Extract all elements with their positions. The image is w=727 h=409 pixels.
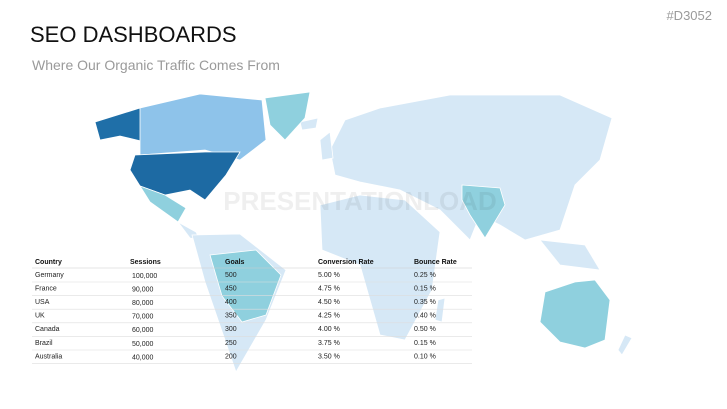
watermark: PRESENTATIONLOAD xyxy=(223,186,496,216)
column-header: Conversion Rate xyxy=(318,259,374,266)
cell: 250 xyxy=(225,340,237,347)
africa xyxy=(319,194,441,341)
cell: 4.25 % xyxy=(318,313,340,320)
cell: 0.40 % xyxy=(414,313,436,320)
greenland xyxy=(264,91,311,141)
cell: 80,000 xyxy=(132,300,154,307)
cell: USA xyxy=(35,299,50,306)
cell: 450 xyxy=(225,285,237,292)
cell: 400 xyxy=(225,299,237,306)
cell: 0.35 % xyxy=(414,299,436,306)
usa xyxy=(129,151,241,201)
cell: 0.15 % xyxy=(414,340,436,347)
cell: 0.25 % xyxy=(414,272,436,279)
cell: 60,000 xyxy=(132,327,154,334)
cell: 300 xyxy=(225,326,237,333)
cell: 3.50 % xyxy=(318,353,340,360)
column-header: Goals xyxy=(225,259,245,266)
cell: 100,000 xyxy=(132,273,157,280)
cell: 4.75 % xyxy=(318,285,340,292)
cell: 4.00 % xyxy=(318,326,340,333)
cell: 90,000 xyxy=(132,286,154,293)
australia xyxy=(539,279,611,349)
cell: 5.00 % xyxy=(318,272,340,279)
alaska xyxy=(94,107,146,143)
title: SEO DASHBOARDS xyxy=(30,22,237,47)
cell: Germany xyxy=(35,272,64,279)
cell: 0.15 % xyxy=(414,285,436,292)
column-header: Country xyxy=(35,259,62,266)
cell: 200 xyxy=(225,353,237,360)
cell: Brazil xyxy=(35,340,53,347)
subtitle: Where Our Organic Traffic Comes From xyxy=(32,57,280,73)
canada xyxy=(139,93,267,161)
madagascar xyxy=(434,297,446,323)
cell: Australia xyxy=(35,353,62,360)
column-header: Sessions xyxy=(130,259,161,266)
eurasia xyxy=(329,94,613,241)
cell: 70,000 xyxy=(132,314,154,321)
data-table: Country Sessions Goals Conversion Rate Bounc… xyxy=(32,259,472,364)
cell: 350 xyxy=(225,313,237,320)
new-zealand xyxy=(617,334,633,356)
cell: 500 xyxy=(225,272,237,279)
iceland xyxy=(299,117,319,131)
cell: 50,000 xyxy=(132,341,154,348)
slide-code: #D3052 xyxy=(666,8,712,23)
cell: France xyxy=(35,285,57,292)
india xyxy=(461,184,506,239)
world-map xyxy=(94,91,633,373)
column-header: Bounce Rate xyxy=(414,259,457,266)
cell: UK xyxy=(35,313,45,320)
cell: 0.50 % xyxy=(414,326,436,333)
cell: 0.10 % xyxy=(414,353,436,360)
cell: 4.50 % xyxy=(318,299,340,306)
cell: 40,000 xyxy=(132,354,154,361)
se-asia xyxy=(539,239,601,271)
cell: Canada xyxy=(35,326,60,333)
cell: 3.75 % xyxy=(318,340,340,347)
mexico xyxy=(139,185,187,223)
uk xyxy=(319,131,334,161)
